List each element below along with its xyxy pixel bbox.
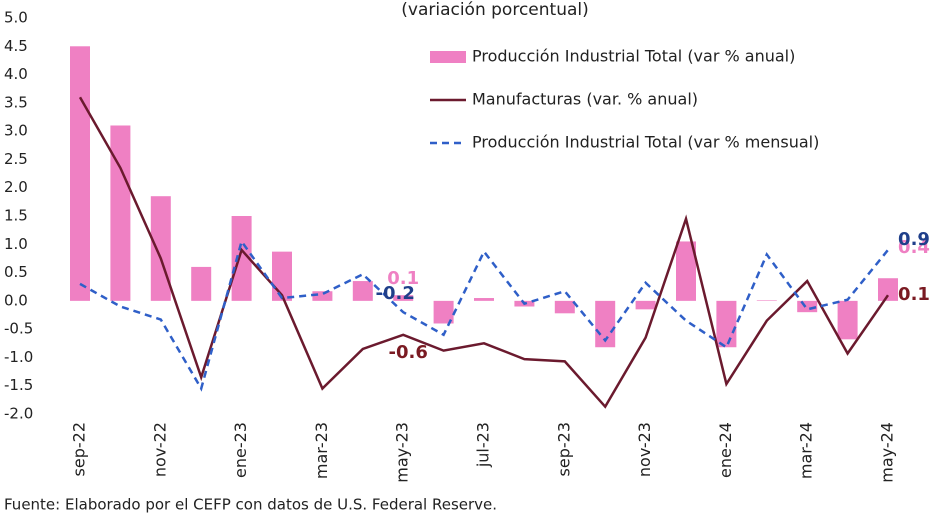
y-tick-label: -2.0 <box>4 405 33 423</box>
bar <box>676 241 696 301</box>
line-series <box>79 238 889 392</box>
bar <box>797 300 818 313</box>
legend-swatch <box>430 51 466 63</box>
bar <box>433 300 454 324</box>
bar <box>110 125 131 301</box>
legend-label: Manufacturas (var. % anual) <box>472 90 698 109</box>
data-label: 0.9 <box>898 229 930 250</box>
y-tick-label: 3.5 <box>4 93 28 111</box>
bar <box>150 196 171 301</box>
x-tick-label: ene-23 <box>231 422 250 478</box>
y-tick-label: 4.5 <box>4 37 28 55</box>
bar <box>716 300 737 348</box>
bar <box>554 300 575 314</box>
line-series <box>78 96 890 409</box>
bar <box>756 300 777 301</box>
y-tick-label: -1.0 <box>4 348 33 366</box>
legend-label: Producción Industrial Total (var % mensu… <box>472 133 819 152</box>
bar <box>231 216 252 301</box>
data-label: -0.2 <box>376 283 415 304</box>
x-tick-label: may-24 <box>878 422 897 483</box>
y-tick-label: 3.0 <box>4 122 28 140</box>
data-label: -0.6 <box>389 342 428 363</box>
y-tick-label: 1.0 <box>4 235 28 253</box>
x-tick-label: sep-23 <box>554 422 573 476</box>
legend-label: Producción Industrial Total (var % anual… <box>472 47 795 66</box>
data-label: 0.4 <box>898 237 930 258</box>
x-tick-label: sep-22 <box>70 422 89 476</box>
bar <box>70 46 90 301</box>
x-tick-label: nov-22 <box>150 422 169 477</box>
data-label: 0.1 <box>387 268 419 289</box>
x-tick-label: ene-24 <box>716 422 735 478</box>
bar <box>352 281 373 301</box>
x-tick-label: nov-23 <box>635 422 654 477</box>
bar <box>474 298 494 301</box>
bar <box>191 266 212 301</box>
y-tick-label: -0.5 <box>4 320 33 338</box>
source: Fuente: Elaborado por el CEFP con datos … <box>4 496 497 514</box>
x-tick-label: may-23 <box>393 422 412 483</box>
x-tick-label: jul-23 <box>474 422 493 468</box>
bar <box>393 295 414 301</box>
y-tick-label: 4.0 <box>4 65 28 83</box>
chart-subtitle: (variación porcentual) <box>401 0 589 20</box>
y-tick-label: 0.5 <box>4 263 28 281</box>
bar <box>312 291 333 301</box>
y-tick-label: 5.0 <box>4 9 28 27</box>
bar <box>878 278 898 301</box>
y-tick-label: 1.5 <box>4 207 28 225</box>
bar <box>837 300 858 340</box>
x-tick-label: mar-24 <box>797 422 816 479</box>
y-tick-label: 2.0 <box>4 178 28 196</box>
bar <box>595 300 616 348</box>
y-tick-label: 2.5 <box>4 150 28 168</box>
bar <box>635 300 656 310</box>
y-tick-label: 0.0 <box>4 291 28 309</box>
x-tick-label: mar-23 <box>312 422 331 479</box>
y-tick-label: -1.5 <box>4 376 33 394</box>
data-label: 0.1 <box>898 284 930 305</box>
